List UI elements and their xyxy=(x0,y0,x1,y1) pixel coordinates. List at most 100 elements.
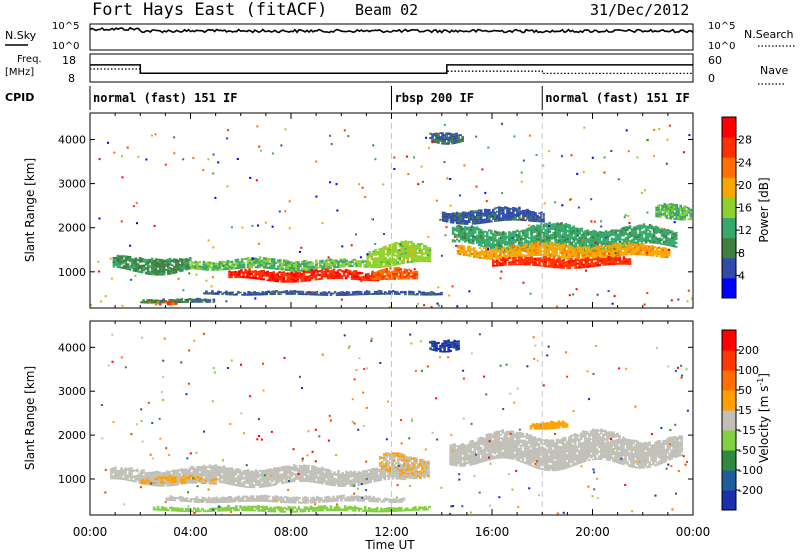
scatter-cell xyxy=(297,293,301,295)
scatter-cell xyxy=(328,272,332,276)
scatter-cell xyxy=(206,265,210,269)
scatter-cell xyxy=(244,486,248,488)
scatter-cell xyxy=(274,279,277,282)
scatter-cell xyxy=(538,261,541,265)
scatter-cell xyxy=(431,133,434,136)
speckle xyxy=(603,171,606,174)
scatter-cell xyxy=(402,241,406,244)
scatter-cell xyxy=(359,264,362,268)
scatter-cell xyxy=(188,467,192,470)
scatter-cell xyxy=(580,241,583,244)
scatter-cell xyxy=(268,266,272,270)
scatter-cell xyxy=(453,240,457,243)
scatter-cell xyxy=(516,210,519,213)
scatter-cell xyxy=(532,259,535,262)
scatter-cell xyxy=(459,212,463,215)
scatter-cell xyxy=(583,256,587,259)
scatter-cell xyxy=(315,263,318,267)
scatter-cell xyxy=(665,210,668,213)
scatter-cell xyxy=(198,475,202,478)
scatter-cell xyxy=(588,244,592,246)
scatter-cell xyxy=(226,264,230,266)
scatter-cell xyxy=(176,264,180,267)
scatter-cell xyxy=(319,473,322,476)
scatter-cell xyxy=(172,469,175,472)
freq-tick-top: 18 xyxy=(62,54,76,67)
scatter-cell xyxy=(667,205,670,208)
scatter-cell xyxy=(594,244,598,247)
scatter-cell xyxy=(162,259,166,262)
scatter-cell xyxy=(297,265,300,268)
speckle xyxy=(576,234,579,237)
scatter-cell xyxy=(535,248,538,251)
scatter-cell xyxy=(518,206,521,210)
scatter-cell xyxy=(514,230,517,234)
speckle xyxy=(499,277,502,280)
scatter-cell xyxy=(506,211,509,215)
scatter-cell xyxy=(128,475,131,478)
scatter-cell xyxy=(376,257,379,259)
scatter-cell xyxy=(481,233,485,236)
scatter-cell xyxy=(270,260,274,263)
scatter-cell xyxy=(156,274,160,276)
scatter-cell xyxy=(270,276,273,279)
scatter-cell xyxy=(268,470,272,473)
scatter-cell xyxy=(184,470,188,472)
scatter-cell xyxy=(562,264,565,267)
scatter-cell xyxy=(400,249,404,252)
scatter-cell xyxy=(260,259,264,262)
scatter-cell xyxy=(283,268,286,271)
scatter-cell xyxy=(644,241,648,244)
scatter-cell xyxy=(443,220,447,222)
speckle xyxy=(520,180,523,183)
scatter-cell xyxy=(553,255,556,258)
scatter-cell xyxy=(467,211,471,214)
scatter-cell xyxy=(418,243,422,246)
scatter-cell xyxy=(128,473,131,476)
scatter-cell xyxy=(226,265,230,268)
scatter-cell xyxy=(564,261,567,264)
scatter-cell xyxy=(528,217,531,220)
scatter-cell xyxy=(595,252,599,254)
scatter-cell xyxy=(620,260,624,263)
scatter-cell xyxy=(567,245,570,248)
scatter-cell xyxy=(166,269,170,273)
scatter-cell xyxy=(126,263,130,266)
scatter-cell xyxy=(474,251,478,255)
scatter-cell xyxy=(240,473,244,476)
scatter-cell xyxy=(110,477,113,480)
scatter-cell xyxy=(371,273,374,275)
scatter-cell xyxy=(168,481,171,485)
scatter-cell xyxy=(399,269,403,273)
scatter-cell xyxy=(156,299,159,302)
scatter-cell xyxy=(154,483,157,487)
scatter-cell xyxy=(524,263,527,266)
speckle xyxy=(371,217,373,220)
scatter-cell xyxy=(515,253,518,256)
scatter-cell xyxy=(248,271,251,273)
scatter-cell xyxy=(313,293,317,296)
scatter-cell xyxy=(592,242,596,245)
scatter-cell xyxy=(607,251,611,254)
scatter-cell xyxy=(386,292,389,295)
scatter-cell xyxy=(189,259,192,262)
scatter-cell xyxy=(335,478,338,482)
scatter-cell xyxy=(449,219,453,222)
scatter-cell xyxy=(377,278,380,280)
scatter-cell xyxy=(148,259,152,261)
scatter-cell xyxy=(258,482,262,486)
scatter-cell xyxy=(426,254,430,256)
scatter-cell xyxy=(457,212,461,216)
scatter-cell xyxy=(488,221,491,223)
scatter-cell xyxy=(488,217,491,220)
scatter-cell xyxy=(518,211,521,214)
scatter-cell xyxy=(646,235,650,238)
scatter-cell xyxy=(402,245,406,247)
scatter-cell xyxy=(674,237,678,240)
scatter-cell xyxy=(190,298,194,301)
scatter-cell xyxy=(635,252,639,256)
scatter-cell xyxy=(372,279,376,282)
scatter-cell xyxy=(360,278,364,281)
scatter-cell xyxy=(526,228,529,230)
site-title: Fort Hays East (fitACF) xyxy=(92,0,327,20)
